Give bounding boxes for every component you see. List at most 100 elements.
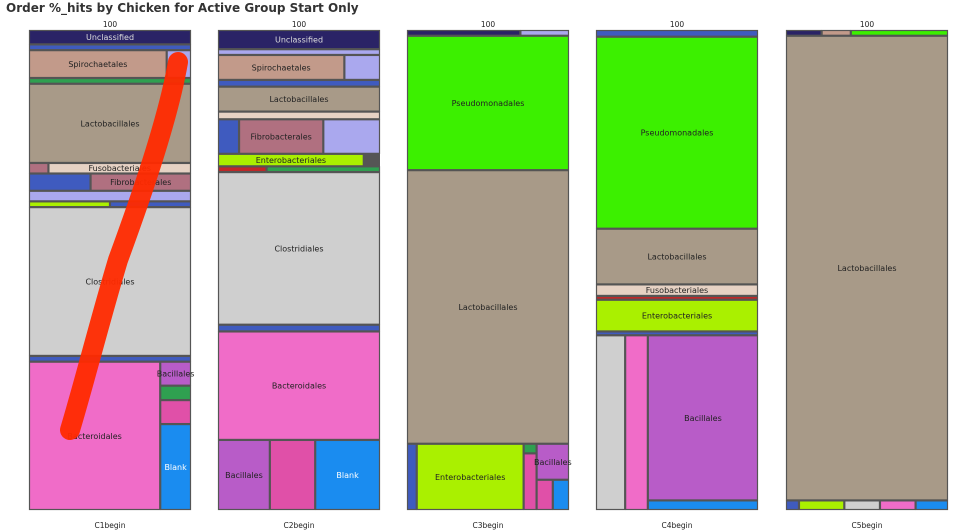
- treemap-cell: [785, 500, 800, 511]
- treemap-cell: [915, 500, 949, 511]
- treemap-cell: [595, 228, 759, 285]
- treemap-cell: [406, 29, 521, 36]
- cell-label: Clostridiales: [274, 244, 323, 253]
- treemap-cell: [160, 399, 192, 425]
- treemap-cell: [406, 35, 570, 171]
- treemap-cell: [217, 153, 364, 167]
- panel-name-label: C1begin: [95, 521, 126, 530]
- treemap-cell: [595, 331, 759, 336]
- treemap-cell: [28, 29, 192, 45]
- treemap-cell: [217, 171, 381, 325]
- treemap-cell: [595, 29, 759, 37]
- treemap-cell: [217, 86, 381, 112]
- treemap-cell: [595, 284, 759, 297]
- panel-name-label: C2begin: [284, 521, 315, 530]
- cell-label: Enterobacteriales: [256, 156, 326, 165]
- treemap-cell: [217, 29, 381, 50]
- treemap-cell: [109, 201, 192, 208]
- treemap-cell: [406, 443, 417, 511]
- panel-total-label: 100: [481, 20, 496, 29]
- cell-label: Blank: [336, 471, 359, 480]
- panel-name-label: C5begin: [852, 521, 883, 530]
- treemap-cell: [520, 29, 570, 36]
- panel-total-label: 100: [860, 20, 875, 29]
- cell-label: Bacteroidales: [272, 382, 326, 391]
- treemap-cell: [217, 54, 345, 81]
- cell-label: Lactobacillales: [458, 303, 517, 312]
- cell-label: Enterobacteriales: [642, 312, 712, 321]
- cell-label: Fusobacteriales: [88, 164, 150, 173]
- treemap-cell: [28, 44, 192, 51]
- treemap-cell: [217, 119, 240, 154]
- treemap-cell: [28, 162, 49, 174]
- treemap-cell: [48, 162, 192, 174]
- treemap-cell: [844, 500, 881, 511]
- cell-label: Bacillales: [684, 414, 722, 423]
- cell-label: Lactobacillales: [647, 253, 706, 262]
- treemap-cell: [595, 36, 759, 229]
- cell-label: Fusobacteriales: [646, 286, 708, 295]
- chart-title: Order %_hits by Chicken for Active Group…: [6, 1, 359, 15]
- treemap-cell: [850, 29, 949, 36]
- treemap-cell: [217, 439, 270, 511]
- treemap-cell: [416, 443, 524, 511]
- treemap-cell: [160, 361, 192, 386]
- panel-total-label: 100: [670, 20, 685, 29]
- red-scribble-annotation: [60, 52, 188, 440]
- cell-label: Spirochaetales: [68, 60, 127, 69]
- cell-label: Bacillales: [157, 370, 195, 379]
- treemap-cell: [28, 201, 111, 208]
- cell-label: Spirochaetales: [252, 63, 311, 72]
- treemap-cell: [28, 361, 161, 511]
- cell-label: Enterobacteriales: [435, 473, 505, 482]
- treemap-cell: [647, 500, 759, 511]
- cell-label: Pseudomonadales: [641, 129, 714, 138]
- panel-total-label: 100: [292, 20, 307, 29]
- treemap-cell: [552, 479, 570, 511]
- treemap-cell: [217, 49, 381, 56]
- cell-label: Bacillales: [534, 458, 572, 467]
- cell-label: Unclassified: [275, 36, 323, 45]
- cell-label: Blank: [164, 463, 187, 472]
- treemap-cell: [536, 443, 570, 480]
- treemap-cell: [217, 111, 381, 120]
- treemap-cell: [160, 385, 192, 401]
- cell-label: Lactobacillales: [837, 264, 896, 273]
- cell-label: Pseudomonadales: [452, 99, 525, 108]
- treemap-cell: [536, 479, 553, 511]
- panel-total-label: 100: [103, 20, 118, 29]
- treemap-cell: [595, 335, 626, 511]
- treemap-cell: [523, 453, 537, 511]
- treemap-cell: [523, 443, 537, 454]
- treemap-cell: [821, 29, 851, 36]
- panel-name-label: C4begin: [662, 521, 693, 530]
- treemap-panel: 100 Lactobacillales C5begin: [785, 20, 949, 530]
- treemap-cell: [266, 166, 381, 173]
- treemap-panel: 100 Pseudomonadales Lactobacillales Fusobac…: [595, 20, 759, 530]
- treemap-panel: 100 Unclassified Spirochaetales Lactobacill…: [217, 20, 381, 530]
- treemap-cell: [160, 423, 192, 511]
- treemap-panel: 100 Pseudomonadales Lactobacillales Enterob…: [406, 20, 572, 530]
- cell-label: Fibrobacterales: [251, 133, 312, 142]
- cell-label: Lactobacillales: [269, 95, 328, 104]
- treemap-cell: [238, 119, 324, 154]
- panel-name-label: C3begin: [473, 521, 504, 530]
- treemap-cell: [595, 295, 759, 300]
- treemap-cell: [217, 324, 381, 332]
- treemap-cell: [785, 29, 822, 36]
- treemap-cell: [28, 50, 167, 79]
- cell-label: Bacillales: [225, 471, 263, 480]
- treemap-cell: [217, 331, 381, 441]
- treemap-cell: [344, 54, 381, 81]
- cell-label: Unclassified: [86, 33, 134, 42]
- treemap-cell: [269, 439, 316, 511]
- treemap-cell: [217, 79, 381, 87]
- treemap-cell: [798, 500, 845, 511]
- treemap-cell: [625, 335, 648, 511]
- treemap-cell: [315, 439, 381, 511]
- treemap-cell: [28, 355, 192, 362]
- treemap-cell: [28, 77, 192, 84]
- treemap-cell: [406, 170, 570, 444]
- treemap-cell: [28, 190, 192, 202]
